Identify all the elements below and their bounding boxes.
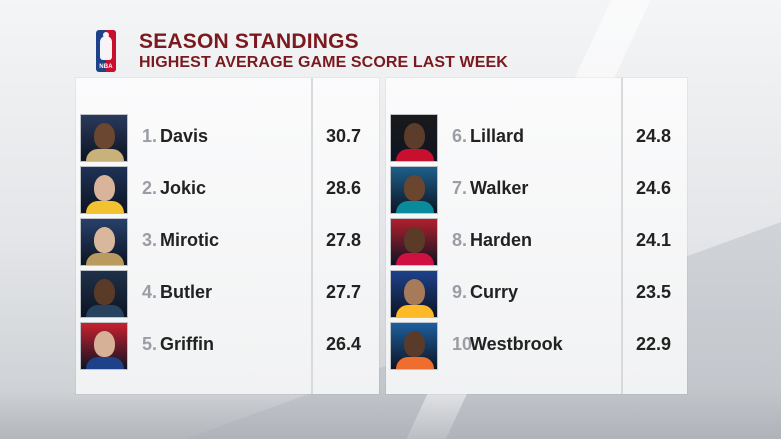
player-rank: 5.	[142, 334, 158, 354]
player-name: Davis	[160, 126, 209, 146]
player-name: Curry	[470, 282, 519, 302]
player-photo	[390, 166, 438, 214]
player-rank: 4.	[142, 282, 158, 302]
player-rank: 8.	[452, 230, 468, 250]
player-score: 30.7	[326, 126, 362, 146]
player-rank: 6.	[452, 126, 468, 146]
player-photo	[80, 166, 128, 214]
player-name: Westbrook	[470, 334, 563, 354]
player-name: Butler	[160, 282, 213, 302]
player-score: 27.7	[326, 282, 362, 302]
player-rank: 2.	[142, 178, 158, 198]
page-subtitle: HIGHEST AVERAGE GAME SCORE LAST WEEK	[139, 54, 508, 71]
player-row: 2. Jokic 28.6	[76, 166, 379, 216]
player-name: Walker	[470, 178, 529, 198]
player-row: 5. Griffin 26.4	[76, 322, 379, 372]
player-photo	[80, 218, 128, 266]
player-name: Mirotic	[160, 230, 220, 250]
player-rank: 7.	[452, 178, 468, 198]
player-rank: 3.	[142, 230, 158, 250]
player-row: 4. Butler 27.7	[76, 270, 379, 320]
player-score: 23.5	[636, 282, 672, 302]
player-score: 24.8	[636, 126, 672, 146]
player-row: 9. Curry 23.5	[386, 270, 687, 320]
player-score: 26.4	[326, 334, 362, 354]
standings-panel-left: 1. Davis 30.7 2. Jokic 28.6 3. Mirotic 27.8 4. But…	[76, 78, 379, 394]
player-row: 1. Davis 30.7	[76, 114, 379, 164]
player-score: 28.6	[326, 178, 362, 198]
player-score: 22.9	[636, 334, 672, 354]
player-rank: 1.	[142, 126, 158, 146]
player-rank: 10.	[452, 334, 478, 354]
score-column-divider	[311, 78, 313, 394]
player-name: Jokic	[160, 178, 207, 198]
player-row: 7. Walker 24.6	[386, 166, 687, 216]
player-photo	[390, 114, 438, 162]
player-photo	[80, 270, 128, 318]
player-photo	[390, 218, 438, 266]
player-name: Griffin	[160, 334, 214, 354]
player-row: 10. Westbrook 22.9	[386, 322, 687, 372]
player-photo	[390, 322, 438, 370]
standings-panel-right: 6. Lillard 24.8 7. Walker 24.6 8. Harden 24.1 9. C…	[386, 78, 687, 394]
player-row: 3. Mirotic 27.8	[76, 218, 379, 268]
player-row: 8. Harden 24.1	[386, 218, 687, 268]
score-column-divider	[621, 78, 623, 394]
player-score: 24.6	[636, 178, 672, 198]
page-title: SEASON STANDINGS	[139, 30, 359, 53]
player-photo	[80, 114, 128, 162]
player-photo	[390, 270, 438, 318]
background-floor	[0, 389, 781, 439]
player-name: Harden	[470, 230, 533, 250]
nba-logo-icon: NBA	[96, 30, 116, 72]
logo-text: NBA	[99, 64, 113, 70]
player-rank: 9.	[452, 282, 468, 302]
player-row: 6. Lillard 24.8	[386, 114, 687, 164]
player-score: 27.8	[326, 230, 362, 250]
player-photo	[80, 322, 128, 370]
player-score: 24.1	[636, 230, 672, 250]
player-name: Lillard	[470, 126, 525, 146]
